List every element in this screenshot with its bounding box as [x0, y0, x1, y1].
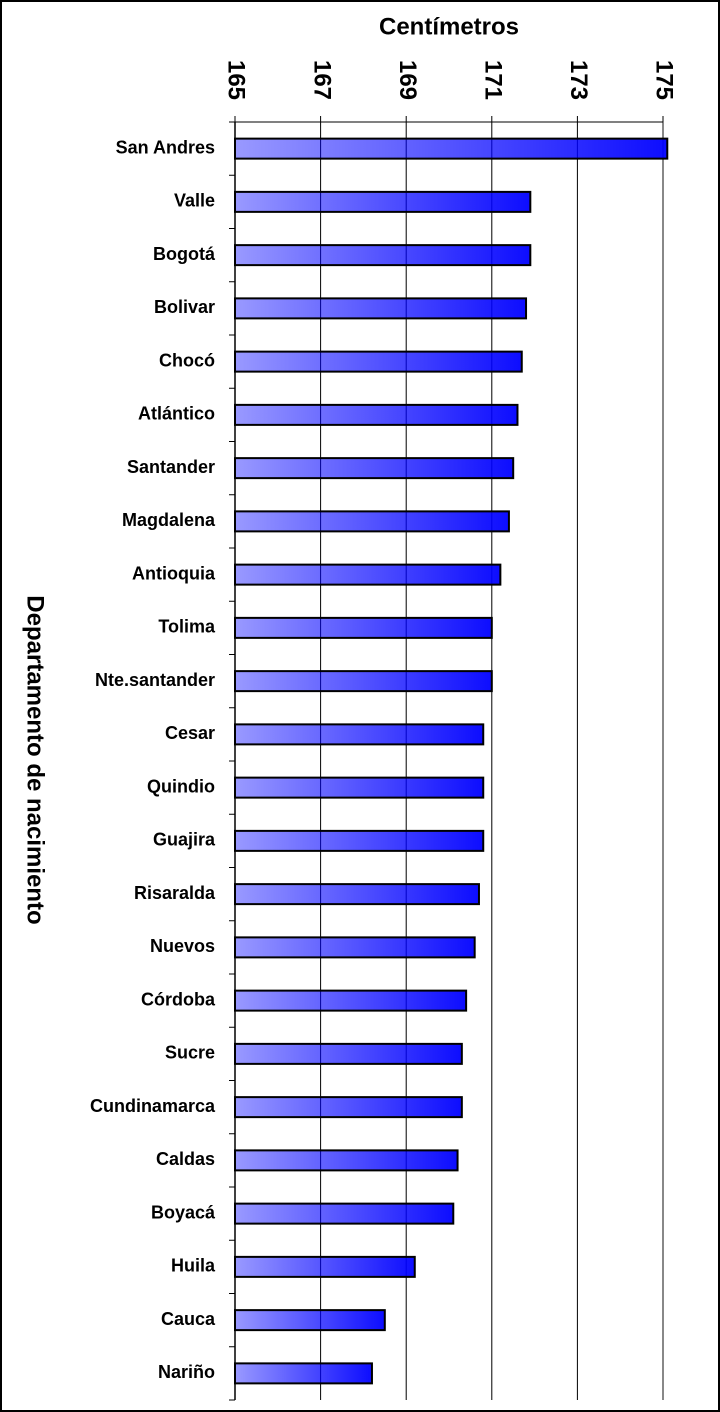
bar [234, 137, 669, 160]
bar [234, 457, 515, 480]
x-tick-label: 165 [223, 60, 250, 100]
y-tick-label: Quindio [147, 776, 215, 796]
y-tick-label: San Andres [116, 137, 215, 157]
x-tick-label: 171 [479, 60, 506, 100]
bar [234, 350, 523, 373]
bar [234, 936, 476, 959]
bar [234, 1362, 373, 1385]
y-tick-label: Nuevos [150, 936, 215, 956]
y-tick-label: Boyacá [151, 1202, 216, 1222]
y-tick-label: Tolima [158, 617, 216, 637]
bar [234, 1309, 386, 1332]
y-tick-label: Caldas [156, 1149, 215, 1169]
x-tick-label: 175 [651, 60, 678, 100]
y-tick-label: Santander [127, 457, 215, 477]
y-tick-label: Magdalena [122, 510, 216, 530]
bar [234, 829, 485, 852]
bar [234, 1042, 463, 1065]
bar [234, 244, 532, 267]
bar [234, 563, 502, 586]
y-tick-label: Nte.santander [95, 670, 215, 690]
y-tick-label: Huila [171, 1256, 216, 1276]
y-tick-label: Atlántico [138, 404, 215, 424]
bar [234, 1202, 455, 1225]
bar [234, 723, 485, 746]
bar [234, 883, 480, 906]
x-tick-label: 173 [565, 60, 592, 100]
bar [234, 1149, 459, 1172]
y-tick-label: Cesar [165, 723, 215, 743]
y-tick-label: Bolivar [154, 297, 215, 317]
bar [234, 190, 532, 213]
y-tick-label: Antioquia [132, 563, 216, 583]
y-tick-label: Cauca [161, 1309, 216, 1329]
y-axis-title: Departamento de nacimiento [22, 595, 49, 924]
x-axis-title: Centímetros [379, 13, 519, 40]
y-tick-label: Risaralda [134, 883, 216, 903]
bar [234, 670, 493, 693]
bar [234, 776, 485, 799]
y-tick-label: Cundinamarca [90, 1096, 216, 1116]
bar [234, 1096, 463, 1119]
y-tick-label: Valle [174, 191, 215, 211]
bar [234, 403, 519, 426]
y-tick-label: Chocó [159, 350, 215, 370]
x-tick-label: 167 [308, 60, 335, 100]
y-tick-label: Córdoba [141, 989, 216, 1009]
bar [234, 297, 528, 320]
y-tick-label: Sucre [165, 1043, 215, 1063]
bar [234, 1255, 416, 1278]
y-tick-label: Nariño [158, 1362, 215, 1382]
bar [234, 616, 493, 639]
y-tick-label: Bogotá [153, 244, 216, 264]
x-tick-label: 169 [394, 60, 421, 100]
y-tick-label: Guajira [153, 830, 216, 850]
bar [234, 510, 510, 533]
bar [234, 989, 468, 1012]
